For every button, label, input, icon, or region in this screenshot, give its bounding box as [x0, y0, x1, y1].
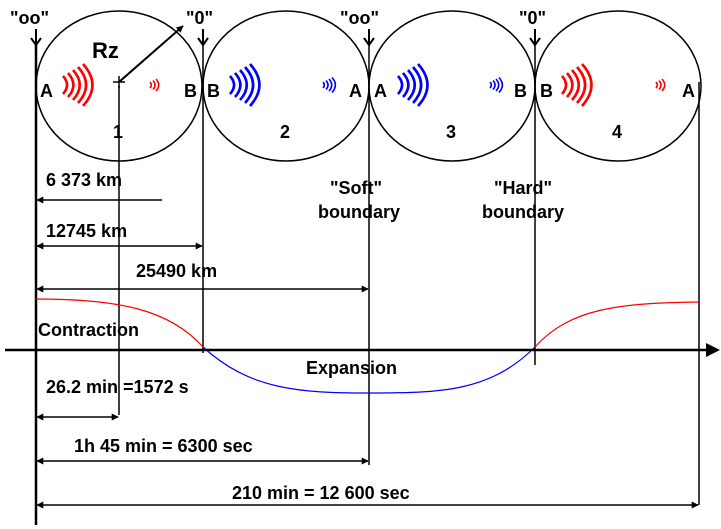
wave-arc [560, 75, 568, 95]
wave-arc [492, 79, 496, 91]
wave-arc [489, 81, 493, 89]
distance-label-3: 25490 km [136, 261, 217, 281]
vertical-guides [34, 44, 700, 525]
circle-1-left-point: A [40, 81, 53, 101]
wave-arc [325, 79, 329, 91]
radius-arrow [118, 25, 184, 83]
expansion-curve [202, 346, 536, 394]
time-dimensions: 26.2 min =1572 s 1h 45 min = 6300 sec 21… [36, 377, 699, 509]
wave-arc [581, 63, 593, 107]
wave-arc [576, 66, 587, 104]
circle-3-left-point: A [374, 81, 387, 101]
wave-large-circle-2 [228, 63, 261, 107]
circle-2-right-point: A [349, 81, 362, 101]
wave-arc [228, 75, 236, 95]
time-label-1: 26.2 min =1572 s [46, 377, 189, 397]
wave-arc [244, 66, 255, 104]
hard-boundary-title: "Hard" [494, 178, 552, 198]
wave-large-circle-4 [560, 63, 593, 107]
wave-arc [495, 78, 500, 92]
wave-small-circle-3 [489, 76, 504, 94]
marker-arrow-3 [363, 29, 375, 47]
distance-label-1: 6 373 km [46, 170, 122, 190]
contraction-label: Contraction [38, 320, 139, 340]
wave-arc [61, 75, 69, 95]
wave-arc [239, 69, 249, 101]
wave-arc [155, 78, 160, 92]
wave-small-circle-2 [322, 76, 337, 94]
top-markers: "oo" "0" "oo" "0" [10, 8, 546, 47]
marker-arrow-2 [197, 29, 209, 47]
marker-arrow-1 [30, 29, 42, 47]
circle-2-left-point: B [207, 81, 220, 101]
wave-large-circle-1 [61, 63, 94, 107]
distance-label-2: 12745 km [46, 221, 127, 241]
circle-numbers: 1 2 3 4 [113, 122, 622, 142]
time-axis-arrowhead [706, 343, 720, 357]
wave-arc [498, 76, 504, 94]
wave-arc [407, 69, 417, 101]
marker-infinity-2: "oo" [340, 8, 379, 28]
wave-arc [571, 69, 581, 101]
circle-4-number: 4 [612, 122, 622, 142]
soft-boundary-subtitle: boundary [318, 202, 400, 222]
soft-boundary-title: "Soft" [330, 178, 382, 198]
circle-4-left-point: B [540, 81, 553, 101]
wave-arc [417, 63, 429, 107]
radius-label: Rz [92, 38, 119, 63]
wave-arc [401, 72, 410, 98]
circle-3-right-point: B [514, 81, 527, 101]
hard-boundary-subtitle: boundary [482, 202, 564, 222]
marker-infinity-1: "oo" [10, 8, 49, 28]
circle-1-number: 1 [113, 122, 123, 142]
wave-arc [412, 66, 423, 104]
wave-arc [658, 79, 662, 91]
marker-zero-2: "0" [519, 8, 546, 28]
wave-arc [149, 81, 153, 89]
wave-small-circle-1 [149, 78, 160, 92]
circle-3-number: 3 [446, 122, 456, 142]
wave-arc [328, 78, 333, 92]
expansion-label: Expansion [306, 358, 397, 378]
wave-arc [233, 72, 242, 98]
wave-arc [322, 81, 326, 89]
distance-dimensions: 6 373 km 12745 km 25490 km [36, 170, 369, 293]
wave-arc [77, 66, 88, 104]
wave-large-circle-3 [396, 63, 429, 107]
wave-arc [66, 72, 75, 98]
wave-arc [396, 75, 404, 95]
contraction-curve-right [534, 301, 700, 348]
wave-arc [152, 79, 156, 91]
marker-arrow-4 [529, 29, 541, 47]
wave-arc [655, 81, 659, 89]
wave-small-circle-4 [655, 78, 666, 92]
point-labels: A B B A A B B A [40, 81, 695, 101]
marker-zero-1: "0" [186, 8, 213, 28]
wave-arc [72, 69, 82, 101]
circle-1-right-point: B [184, 81, 197, 101]
time-label-2: 1h 45 min = 6300 sec [74, 436, 253, 456]
circle-2-number: 2 [280, 122, 290, 142]
wave-arc [661, 78, 666, 92]
time-label-3: 210 min = 12 600 sec [232, 483, 410, 503]
wave-arc [249, 63, 261, 107]
wave-arc [331, 76, 337, 94]
wave-arc [565, 72, 574, 98]
wave-arc [82, 63, 94, 107]
circle-4-right-point: A [682, 81, 695, 101]
contraction-curve-left [35, 298, 204, 348]
